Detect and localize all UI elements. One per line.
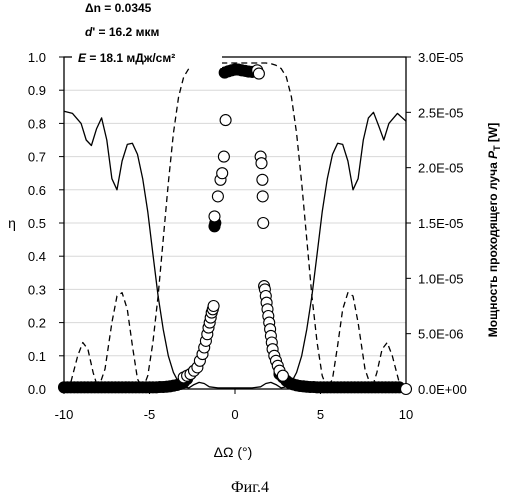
y-right-tick-label: 0.0E+00 — [418, 382, 467, 397]
annotation-thickness: d' = 16.2 мкм — [85, 25, 159, 39]
annotation-energy-value: = 18.1 мДж/см² — [86, 51, 175, 65]
open-data-point — [253, 68, 264, 79]
x-axis-label-unit: (°) — [234, 444, 253, 460]
y-left-tick-label: 0.4 — [28, 249, 46, 264]
grid-lines — [64, 57, 406, 389]
open-data-point — [277, 370, 288, 381]
y-left-axis-label: η — [8, 215, 16, 231]
x-tick-label: 5 — [317, 407, 324, 422]
open-data-point — [212, 191, 223, 202]
y-left-tick-label: 0.8 — [28, 116, 46, 131]
open-data-point — [218, 151, 229, 162]
y-left-tick-label: 0.0 — [28, 382, 46, 397]
open-data-point — [258, 218, 269, 229]
figure-caption: Фиг.4 — [231, 479, 269, 496]
annotation-delta-n-value: n = 0.0345 — [94, 1, 152, 15]
x-tick-label: 10 — [399, 407, 413, 422]
y-left-tick-label: 0.1 — [28, 349, 46, 364]
filled-points-series — [59, 64, 405, 393]
open-data-point — [217, 168, 228, 179]
y-right-axis-label-text: Мощность проходящего луча — [486, 159, 500, 337]
y-right-tick-label: 1.0E-05 — [418, 271, 464, 286]
annotation-thickness-value: ' = 16.2 мкм — [92, 25, 159, 39]
y-left-tick-label: 0.3 — [28, 282, 46, 297]
x-axis-label: ΔΩ (°) — [214, 444, 253, 460]
open-data-point — [257, 191, 268, 202]
y-right-axis-label: Мощность проходящего луча PT [W] — [486, 123, 502, 338]
x-axis-label-symbol: ΔΩ — [214, 444, 234, 460]
open-data-point — [257, 174, 268, 185]
model-efficiency-line — [64, 63, 406, 389]
x-tick-label: -10 — [55, 407, 74, 422]
annotation-delta-n: Δn = 0.0345 — [85, 1, 152, 15]
y-right-tick-label: 3.0E-05 — [418, 50, 464, 65]
y-right-axis-ticks: 0.0E+00 5.0E-06 1.0E-05 1.5E-05 2.0E-05 2.5E-… — [406, 50, 467, 397]
y-left-tick-label: 0.6 — [28, 183, 46, 198]
y-left-axis-ticks: 0.0 0.1 0.2 0.3 0.4 0.5 0.6 0.7 0.8 0.9 1.0 — [28, 50, 64, 397]
y-left-tick-label: 0.2 — [28, 316, 46, 331]
y-left-tick-label: 0.5 — [28, 216, 46, 231]
y-right-tick-label: 1.5E-05 — [418, 216, 464, 231]
transmitted-power-line — [64, 111, 406, 388]
open-data-point — [220, 115, 231, 126]
y-left-tick-label: 1.0 — [28, 50, 46, 65]
series-layer — [59, 63, 412, 395]
open-data-point — [208, 301, 219, 312]
open-data-point — [256, 158, 267, 169]
annotation-energy: E = 18.1 мДж/см² — [78, 51, 175, 65]
y-left-tick-label: 0.7 — [28, 150, 46, 165]
y-right-tick-label: 5.0E-06 — [418, 327, 464, 342]
y-right-tick-label: 2.5E-05 — [418, 105, 464, 120]
x-axis-ticks: -10 -5 0 5 10 — [55, 389, 414, 422]
open-data-point — [209, 211, 220, 222]
y-right-tick-label: 2.0E-05 — [418, 161, 464, 176]
x-tick-label: 0 — [231, 407, 238, 422]
y-right-axis-label-unit: [W] — [486, 123, 500, 146]
x-tick-label: -5 — [144, 407, 156, 422]
open-data-point — [401, 384, 412, 395]
y-left-tick-label: 0.9 — [28, 83, 46, 98]
